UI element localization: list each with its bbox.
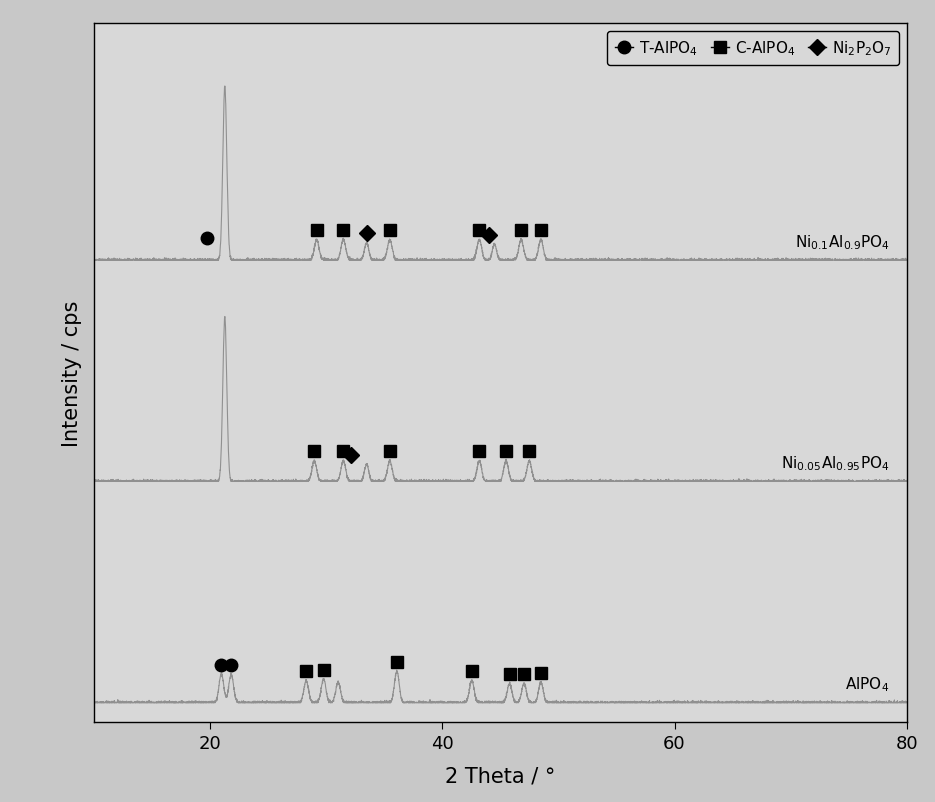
Y-axis label: Intensity / cps: Intensity / cps <box>63 300 82 446</box>
X-axis label: 2 Theta / °: 2 Theta / ° <box>445 765 555 785</box>
Text: $\mathrm{AlPO_4}$: $\mathrm{AlPO_4}$ <box>845 674 889 693</box>
Text: $\mathrm{Ni_{0.1}Al_{0.9}PO_4}$: $\mathrm{Ni_{0.1}Al_{0.9}PO_4}$ <box>795 233 889 251</box>
Text: $\mathrm{Ni_{0.05}Al_{0.95}PO_4}$: $\mathrm{Ni_{0.05}Al_{0.95}PO_4}$ <box>781 454 889 472</box>
Legend: T-AlPO$_4$, C-AlPO$_4$, Ni$_2$P$_2$O$_7$: T-AlPO$_4$, C-AlPO$_4$, Ni$_2$P$_2$O$_7$ <box>608 32 899 66</box>
